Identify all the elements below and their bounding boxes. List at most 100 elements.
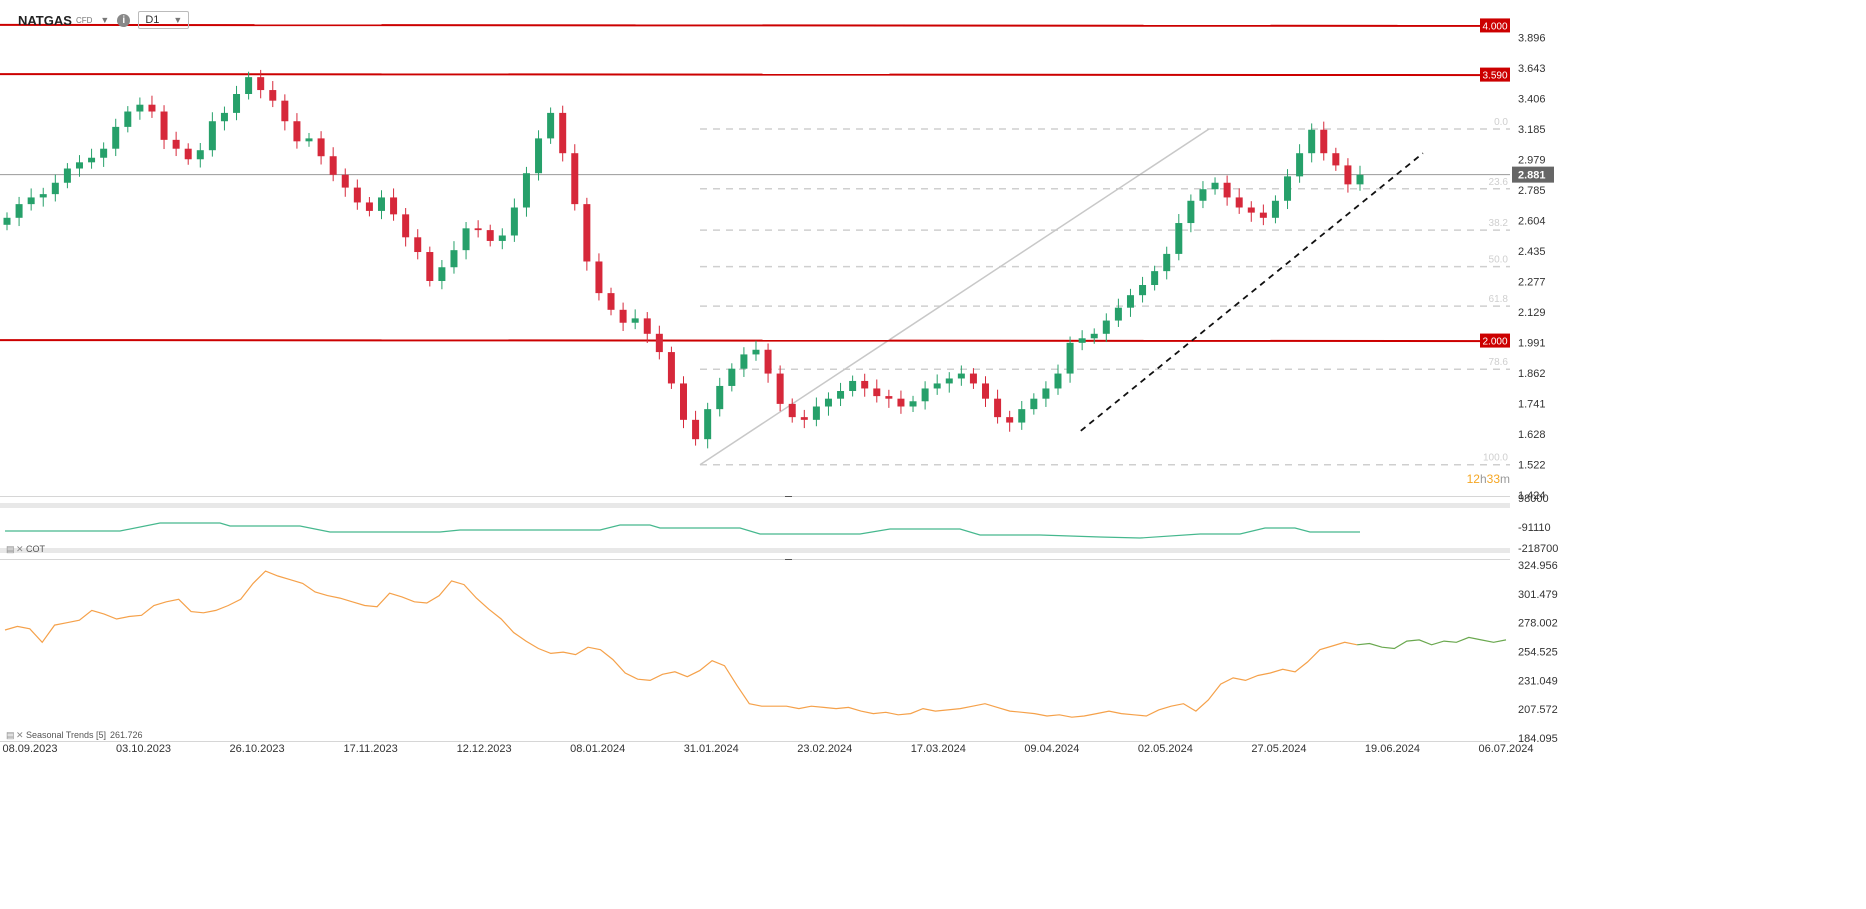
candle-body bbox=[1114, 307, 1122, 321]
timeframe-value: D1 bbox=[145, 14, 160, 26]
candle-body bbox=[909, 401, 917, 407]
candle-body bbox=[172, 139, 180, 149]
cot-axis-tick: 98000 bbox=[1518, 493, 1549, 505]
candle-body bbox=[450, 250, 458, 268]
candle-body bbox=[885, 396, 893, 399]
candle-body bbox=[63, 168, 71, 183]
panel-divider bbox=[0, 503, 1510, 508]
candle-body bbox=[112, 126, 120, 149]
candle-body bbox=[667, 352, 675, 384]
candle-body bbox=[220, 112, 228, 122]
time-axis-tick: 26.10.2023 bbox=[230, 743, 285, 755]
candle-body bbox=[897, 398, 905, 407]
fib-level-label: 38.2 bbox=[1489, 218, 1509, 229]
fib-level-label: 100.0 bbox=[1483, 453, 1508, 464]
candle-body bbox=[655, 333, 663, 353]
candle-body bbox=[776, 373, 784, 404]
candle-body bbox=[305, 138, 313, 142]
candle-body bbox=[51, 182, 59, 195]
candle-body bbox=[438, 267, 446, 281]
instrument-type: CFD bbox=[75, 15, 93, 25]
time-axis-tick: 09.04.2024 bbox=[1024, 743, 1079, 755]
price-axis-tick: 3.643 bbox=[1518, 63, 1546, 75]
candle-body bbox=[1199, 189, 1207, 201]
candle-body bbox=[1066, 342, 1074, 374]
current-price-label: 2.881 bbox=[1518, 170, 1546, 182]
candle-body bbox=[281, 100, 289, 122]
candle-body bbox=[498, 235, 506, 241]
candle-body bbox=[257, 77, 265, 91]
candle-body bbox=[293, 121, 301, 142]
timeframe-select[interactable]: D1 ▼ bbox=[138, 11, 190, 29]
candle-body bbox=[1187, 200, 1195, 224]
candle-body bbox=[196, 150, 204, 160]
price-axis-tick: 1.862 bbox=[1518, 368, 1546, 380]
candle-body bbox=[39, 194, 47, 198]
level-price-label: 4.000 bbox=[1482, 21, 1507, 32]
candle-body bbox=[414, 237, 422, 253]
candle-body bbox=[136, 104, 144, 112]
level-price-tag bbox=[1480, 18, 1510, 33]
seasonal-axis-tick: 301.479 bbox=[1518, 589, 1558, 601]
candle-body bbox=[957, 373, 965, 379]
cot-axis-tick: -91110 bbox=[1518, 522, 1551, 534]
horizontal-level-line bbox=[0, 23, 1511, 27]
candle-body bbox=[1078, 338, 1086, 343]
candle-body bbox=[692, 419, 700, 440]
candle-body bbox=[1151, 271, 1159, 286]
countdown-hours: 12 bbox=[1467, 472, 1481, 486]
candle-body bbox=[837, 391, 845, 399]
symbol-name[interactable]: NATGAS bbox=[18, 12, 72, 28]
time-axis-tick: 08.01.2024 bbox=[570, 743, 625, 755]
info-icon[interactable]: i bbox=[117, 13, 131, 27]
candle-body bbox=[88, 157, 96, 163]
time-axis-tick: 27.05.2024 bbox=[1251, 743, 1306, 755]
menu-icon: ▤ bbox=[6, 544, 15, 554]
horizontal-level-line bbox=[0, 73, 1511, 77]
fib-level-label: 0.0 bbox=[1494, 117, 1508, 128]
candle-body bbox=[1320, 129, 1328, 154]
horizontal-level-line bbox=[0, 339, 1511, 343]
candle-body bbox=[1223, 182, 1231, 198]
candle-body bbox=[607, 293, 615, 310]
candle-body bbox=[486, 230, 494, 241]
time-axis-tick: 08.09.2023 bbox=[2, 743, 57, 755]
candle-body bbox=[1018, 409, 1026, 423]
chevron-down-icon: ▼ bbox=[173, 15, 183, 25]
countdown-h: h bbox=[1480, 472, 1487, 486]
candle-body bbox=[462, 228, 470, 251]
cot-panel-title: COT bbox=[26, 544, 46, 554]
candle-body bbox=[994, 398, 1002, 418]
candle-body bbox=[245, 77, 253, 95]
countdown-m: m bbox=[1500, 472, 1510, 486]
candle-body bbox=[571, 153, 579, 205]
close-icon: ✕ bbox=[16, 544, 24, 554]
price-axis-tick: 3.185 bbox=[1518, 124, 1546, 136]
candle-body bbox=[1211, 182, 1219, 190]
price-axis-tick: 2.277 bbox=[1518, 277, 1546, 289]
candle-body bbox=[341, 174, 349, 188]
chart-header: NATGAS CFD ▼ i D1 ▼ bbox=[18, 10, 190, 30]
candle-body bbox=[75, 162, 83, 169]
chevron-down-icon[interactable]: ▼ bbox=[100, 15, 110, 25]
candle-body bbox=[861, 380, 869, 389]
price-axis-tick: 1.628 bbox=[1518, 429, 1546, 441]
price-axis-tick: 2.604 bbox=[1518, 216, 1546, 228]
candle-body bbox=[208, 121, 216, 151]
trendline bbox=[1080, 152, 1424, 432]
candle-body bbox=[535, 138, 543, 174]
price-axis-tick: 3.896 bbox=[1518, 32, 1546, 44]
candle-body bbox=[269, 90, 277, 101]
candle-body bbox=[933, 383, 941, 389]
candle-body bbox=[619, 309, 627, 323]
candle-body bbox=[595, 261, 603, 294]
level-price-label: 2.000 bbox=[1482, 337, 1507, 348]
candle-body bbox=[1284, 176, 1292, 201]
seasonal-axis-tick: 207.572 bbox=[1518, 704, 1558, 716]
seasonal-panel-value: 261.726 bbox=[110, 730, 143, 740]
level-price-tag bbox=[1480, 333, 1510, 348]
candle-body bbox=[643, 318, 651, 334]
time-axis-tick: 17.03.2024 bbox=[911, 743, 966, 755]
candle-body bbox=[969, 373, 977, 384]
